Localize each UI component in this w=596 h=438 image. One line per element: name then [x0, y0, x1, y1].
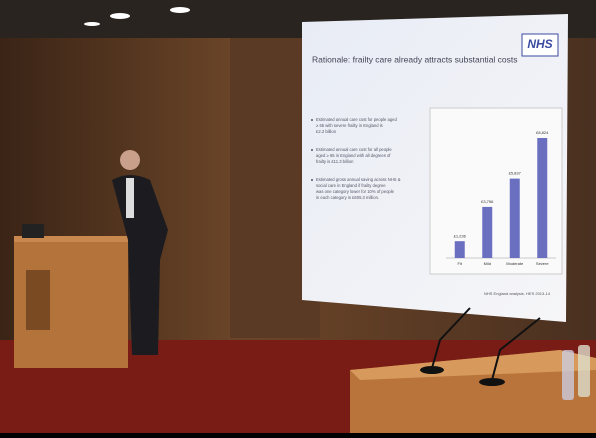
laptop: [22, 224, 44, 238]
light: [84, 22, 100, 26]
bullet-line: was one category lower for 10% of people: [316, 189, 395, 194]
light: [110, 13, 130, 19]
bar-value-label: £5,837: [509, 171, 522, 176]
light: [170, 7, 190, 13]
bullet-line: £2.2 billion: [316, 129, 337, 134]
x-tick-label: Moderate: [506, 261, 524, 266]
bullet-line: frailty is £11.3 billion: [316, 159, 354, 164]
x-tick-label: Mild: [484, 261, 491, 266]
bar-value-label: £8,824: [536, 130, 549, 135]
bullet-dot: [311, 179, 313, 181]
bar: [537, 138, 547, 258]
slide-source: NHS England analysis. HES 2013-14: [484, 291, 551, 296]
bar: [482, 207, 492, 258]
microphone-base: [479, 378, 505, 386]
slide-title: Rationale: frailty care already attracts…: [312, 54, 518, 64]
podium-crest: [26, 270, 50, 330]
bullet-line: in each category is £605.3 million.: [316, 195, 379, 200]
bottle: [578, 345, 590, 397]
nhs-logo: NHS: [527, 37, 552, 51]
bullet-line: social care in England if frailty degree: [316, 183, 386, 188]
x-tick-label: Severe: [536, 261, 549, 266]
bar: [455, 241, 465, 258]
bar: [510, 179, 520, 258]
scene: Rationale: frailty care already attracts…: [0, 0, 596, 433]
bullet-line: Estimated annual care cost for people ag…: [316, 117, 397, 122]
bullet-dot: [311, 149, 313, 151]
speaker-head: [120, 150, 140, 170]
bullet-line: ≥ 65 with severe frailty in England is: [316, 123, 383, 128]
bottle: [562, 350, 574, 400]
speaker-shirt: [126, 178, 134, 218]
bullet-line: Estimated gross annual saving across NHS…: [316, 177, 401, 182]
bar-value-label: £3,756: [481, 199, 494, 204]
bullet-line: aged ≥ 65 in England with all degrees of: [316, 153, 391, 158]
microphone-base: [420, 366, 444, 374]
bullet-line: Estimated annual care cost for all peopl…: [316, 147, 392, 152]
bar-value-label: £1,236: [454, 233, 467, 238]
bullet-dot: [311, 119, 313, 121]
